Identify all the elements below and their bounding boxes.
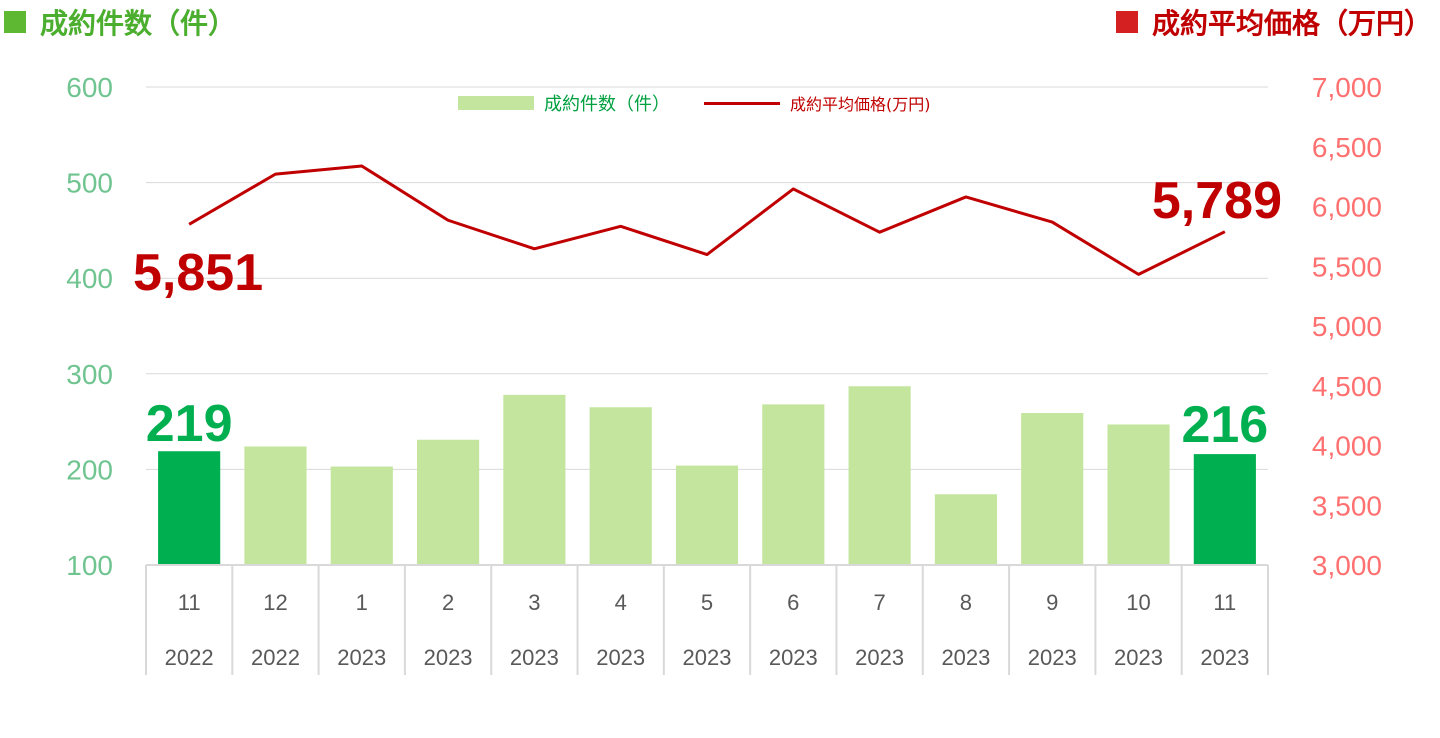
right-tick-label: 5,000: [1312, 311, 1382, 342]
legend-bar-label: 成約件数（件）: [544, 94, 670, 115]
left-tick-label: 400: [66, 263, 113, 294]
x-month-label: 4: [615, 590, 627, 615]
callouts: 219 216 5,851 5,789: [133, 172, 1282, 454]
right-tick-label: 4,000: [1312, 431, 1382, 462]
right-tick-label: 3,000: [1312, 550, 1382, 581]
callout-last-bar: 216: [1181, 396, 1268, 454]
x-year-label: 2023: [855, 645, 904, 670]
legend-line-label: 成約平均価格(万円): [790, 95, 931, 114]
legend-item-line: 成約平均価格(万円): [704, 91, 931, 115]
x-year-label: 2023: [769, 645, 818, 670]
bar: [1107, 424, 1170, 565]
bar: [848, 386, 911, 565]
gridlines: [146, 86, 1268, 470]
right-tick-label: 6,500: [1312, 132, 1382, 163]
x-month-label: 1: [356, 590, 368, 615]
right-tick-label: 6,000: [1312, 192, 1382, 223]
right-axis-title: 成約平均価格（万円）: [1115, 2, 1432, 42]
x-year-label: 2023: [941, 645, 990, 670]
legend: 成約件数（件） 成約平均価格(万円): [458, 90, 931, 116]
bar: [1021, 412, 1084, 565]
right-axis-title-text: 成約平均価格（万円）: [1151, 7, 1432, 40]
bar: [158, 451, 221, 565]
left-tick-label: 600: [66, 72, 113, 103]
left-tick-label: 200: [66, 454, 113, 485]
bar: [934, 494, 997, 565]
legend-line-swatch-icon: [704, 101, 780, 105]
bar: [762, 404, 825, 565]
x-month-label: 3: [528, 590, 540, 615]
left-axis: 100 200 300 400 500 600: [66, 72, 113, 581]
x-month-label: 11: [178, 590, 201, 615]
x-month-label: 6: [787, 590, 799, 615]
x-year-label: 2023: [1028, 645, 1077, 670]
x-month-label: 7: [873, 590, 885, 615]
x-year-label: 2023: [596, 645, 645, 670]
x-month-label: 2: [442, 590, 454, 615]
x-year-label: 2023: [337, 645, 386, 670]
right-axis: 3,000 3,500 4,000 4,500 5,000 5,500 6,000 6,500…: [1312, 72, 1382, 581]
red-square-icon: [1115, 11, 1138, 33]
bar: [330, 466, 393, 565]
left-tick-label: 300: [66, 359, 113, 390]
x-month-label: 8: [960, 590, 972, 615]
left-tick-label: 500: [66, 168, 113, 199]
bar: [503, 394, 566, 565]
x-month-label: 10: [1126, 590, 1150, 615]
x-month-label: 12: [263, 590, 287, 615]
callout-first-bar: 219: [146, 395, 233, 453]
left-tick-label: 100: [66, 550, 113, 581]
x-year-label: 2023: [1200, 645, 1249, 670]
x-year-label: 2023: [683, 645, 732, 670]
x-year-label: 2022: [165, 645, 214, 670]
line-series: [188, 164, 1226, 276]
right-tick-label: 3,500: [1312, 490, 1382, 521]
x-month-label: 9: [1046, 590, 1058, 615]
x-year-label: 2022: [251, 645, 300, 670]
x-month-label: 11: [1213, 590, 1236, 615]
legend-item-bar: 成約件数（件）: [458, 90, 670, 116]
x-month-label: 5: [701, 590, 713, 615]
x-year-label: 2023: [424, 645, 473, 670]
x-year-label: 2023: [510, 645, 559, 670]
bar: [417, 439, 480, 565]
x-year-label: 2023: [1114, 645, 1163, 670]
bar: [244, 446, 307, 565]
legend-bar-swatch-icon: [458, 96, 534, 110]
bar: [675, 465, 739, 565]
green-square-icon: [4, 11, 26, 33]
left-axis-title-text: 成約件数（件）: [40, 7, 237, 40]
bar: [589, 407, 652, 565]
bar: [1193, 454, 1256, 565]
right-tick-label: 5,500: [1312, 251, 1382, 282]
callout-first-line: 5,851: [133, 244, 263, 302]
left-axis-title: 成約件数（件）: [4, 2, 236, 42]
right-tick-label: 7,000: [1312, 72, 1382, 103]
callout-last-line: 5,789: [1152, 172, 1282, 230]
bar-series: [158, 386, 1256, 565]
right-tick-label: 4,500: [1312, 371, 1382, 402]
